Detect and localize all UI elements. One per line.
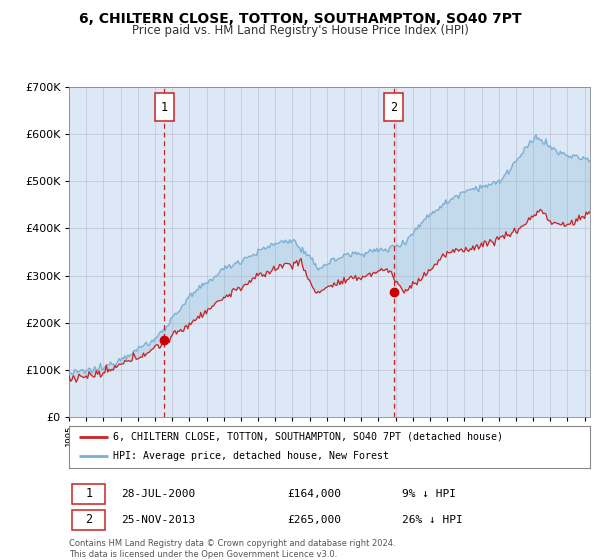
Text: 28-JUL-2000: 28-JUL-2000	[121, 489, 196, 499]
Text: £265,000: £265,000	[288, 515, 342, 525]
FancyBboxPatch shape	[155, 94, 174, 121]
Text: 2: 2	[390, 101, 397, 114]
Text: Contains HM Land Registry data © Crown copyright and database right 2024.
This d: Contains HM Land Registry data © Crown c…	[69, 539, 395, 559]
Text: 1: 1	[161, 101, 168, 114]
FancyBboxPatch shape	[71, 484, 106, 504]
Text: 1: 1	[85, 487, 92, 501]
Text: £164,000: £164,000	[288, 489, 342, 499]
Text: HPI: Average price, detached house, New Forest: HPI: Average price, detached house, New …	[113, 451, 389, 461]
FancyBboxPatch shape	[71, 510, 106, 530]
Text: 25-NOV-2013: 25-NOV-2013	[121, 515, 196, 525]
Text: 6, CHILTERN CLOSE, TOTTON, SOUTHAMPTON, SO40 7PT (detached house): 6, CHILTERN CLOSE, TOTTON, SOUTHAMPTON, …	[113, 432, 503, 442]
Text: 9% ↓ HPI: 9% ↓ HPI	[403, 489, 457, 499]
Text: 6, CHILTERN CLOSE, TOTTON, SOUTHAMPTON, SO40 7PT: 6, CHILTERN CLOSE, TOTTON, SOUTHAMPTON, …	[79, 12, 521, 26]
Text: 26% ↓ HPI: 26% ↓ HPI	[403, 515, 463, 525]
Text: 2: 2	[85, 513, 92, 526]
FancyBboxPatch shape	[385, 94, 403, 121]
Text: Price paid vs. HM Land Registry's House Price Index (HPI): Price paid vs. HM Land Registry's House …	[131, 24, 469, 37]
